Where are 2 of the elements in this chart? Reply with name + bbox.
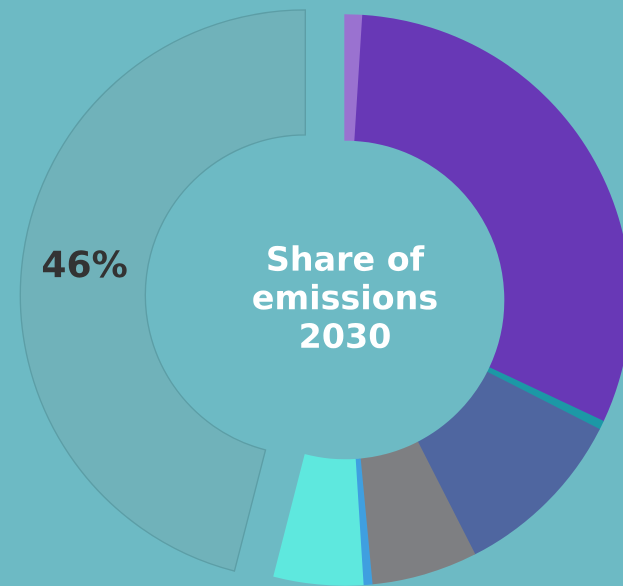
text: Share of emissions 2030	[253, 245, 437, 348]
data-label: 46%	[42, 250, 127, 278]
